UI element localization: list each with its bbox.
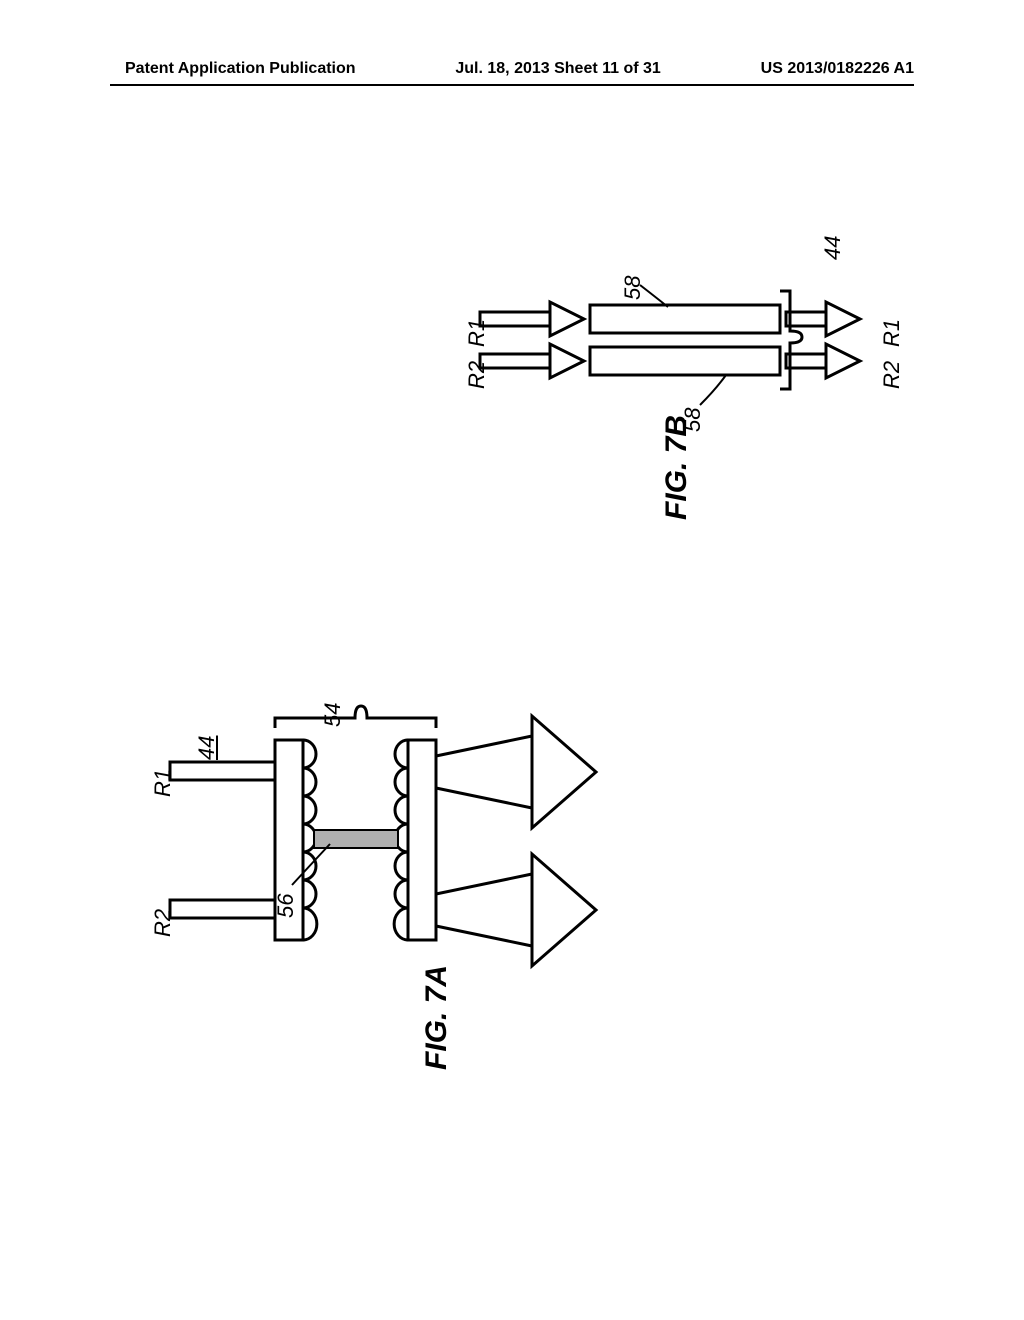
- r1-out-b: R1: [879, 319, 905, 347]
- r2-out-b: R2: [879, 361, 905, 389]
- header-center: Jul. 18, 2013 Sheet 11 of 31: [455, 60, 660, 78]
- header-right: US 2013/0182226 A1: [761, 60, 914, 78]
- header-left: Patent Application Publication: [125, 60, 356, 78]
- page-header: Patent Application Publication Jul. 18, …: [0, 60, 1024, 78]
- fig-7b-svg: [130, 180, 880, 1180]
- figure-area: 44 54 56 R1 R2 FIG. 7A: [130, 180, 880, 1180]
- header-rule: [110, 84, 914, 86]
